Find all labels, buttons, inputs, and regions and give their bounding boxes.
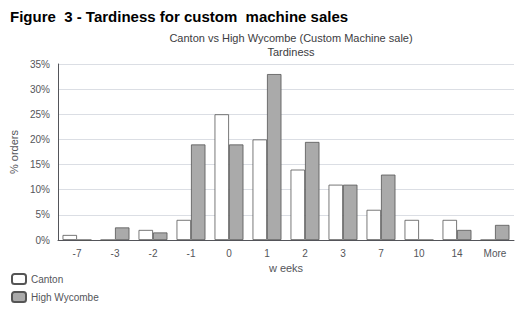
svg-text:25%: 25% (30, 109, 50, 120)
svg-text:-2: -2 (149, 248, 158, 259)
svg-text:0: 0 (226, 248, 232, 259)
svg-text:1: 1 (264, 248, 270, 259)
svg-text:Canton vs High Wycombe (Custom: Canton vs High Wycombe (Custom Machine s… (169, 32, 412, 44)
svg-text:-1: -1 (187, 248, 196, 259)
svg-text:5%: 5% (36, 209, 51, 220)
svg-text:Tardiness: Tardiness (267, 46, 315, 58)
svg-text:10: 10 (413, 248, 425, 259)
svg-text:15%: 15% (30, 159, 50, 170)
svg-text:w eeks: w eeks (268, 262, 304, 274)
svg-text:2: 2 (302, 248, 308, 259)
svg-text:Figure 3 - Tardiness for cust: Figure 3 - Tardiness for custom machine … (10, 8, 348, 25)
svg-text:30%: 30% (30, 84, 50, 95)
svg-text:% orders: % orders (8, 129, 20, 174)
svg-text:Canton: Canton (31, 274, 63, 285)
svg-text:35%: 35% (30, 59, 50, 70)
svg-text:0%: 0% (36, 235, 51, 246)
svg-text:7: 7 (378, 248, 384, 259)
svg-text:-3: -3 (111, 248, 120, 259)
svg-text:3: 3 (340, 248, 346, 259)
svg-text:10%: 10% (30, 184, 50, 195)
svg-text:20%: 20% (30, 134, 50, 145)
svg-text:More: More (484, 248, 507, 259)
svg-text:-7: -7 (73, 248, 82, 259)
svg-text:14: 14 (451, 248, 463, 259)
svg-text:High Wycombe: High Wycombe (31, 292, 99, 303)
